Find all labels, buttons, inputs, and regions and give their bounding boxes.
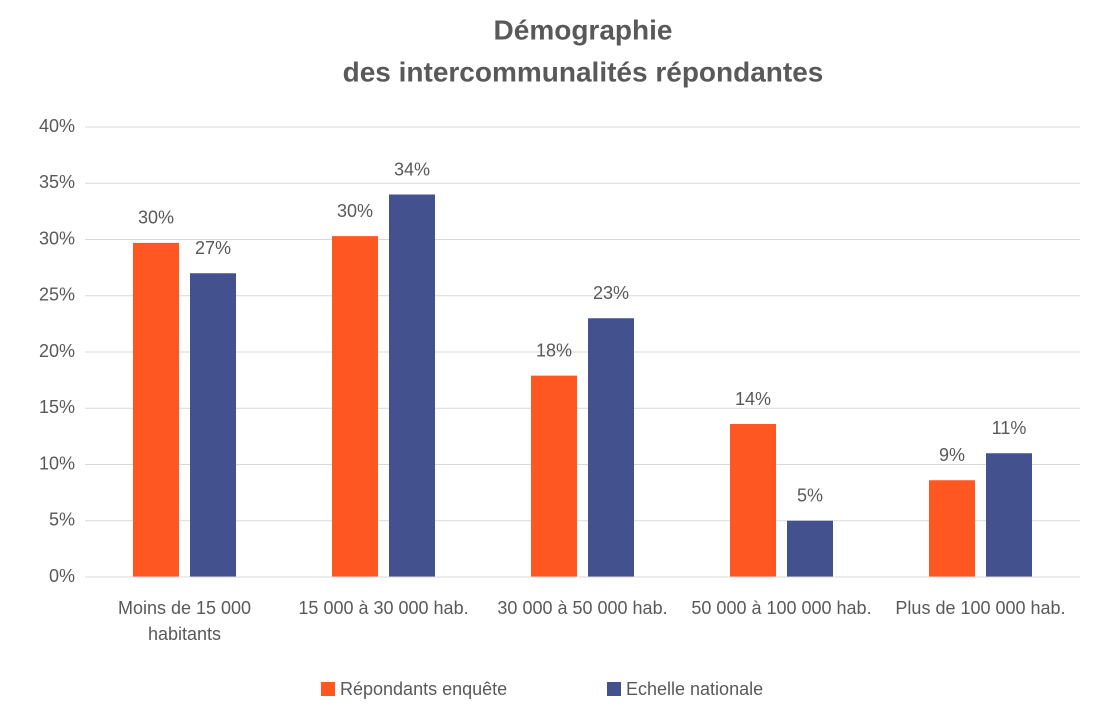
data-label: 18% [536, 340, 572, 360]
y-tick-label: 25% [39, 285, 75, 305]
legend-label: Répondants enquête [340, 679, 507, 699]
bar [133, 242, 179, 577]
data-label: 11% [992, 418, 1027, 438]
bar [531, 375, 577, 577]
bar [588, 318, 634, 577]
data-label: 27% [195, 238, 231, 258]
x-tick-label: 15 000 à 30 000 hab. [298, 598, 469, 618]
x-tick-label: Moins de 15 000 habitants [117, 598, 252, 644]
data-label: 14% [735, 389, 771, 409]
bar [986, 453, 1032, 577]
y-tick-label: 15% [39, 397, 75, 417]
chart-title: Démographie [494, 14, 673, 45]
y-tick-label: 40% [39, 116, 75, 136]
legend-swatch [321, 682, 335, 696]
bar [332, 236, 378, 577]
y-tick-label: 30% [39, 228, 75, 248]
y-tick-label: 0% [49, 566, 75, 586]
bar [190, 273, 236, 577]
bar [787, 520, 833, 577]
y-tick-label: 20% [39, 341, 75, 361]
x-tick-label: 50 000 à 100 000 hab. [691, 598, 872, 618]
data-label: 23% [593, 283, 629, 303]
y-tick-label: 10% [39, 453, 75, 473]
legend-swatch [607, 682, 621, 696]
bar [389, 194, 435, 577]
data-label: 30% [337, 201, 373, 221]
data-label: 30% [138, 208, 174, 228]
x-tick-label: 30 000 à 50 000 hab. [497, 598, 668, 618]
data-label: 9% [939, 445, 965, 465]
bar [730, 424, 776, 577]
x-tick-label: Plus de 100 000 hab. [895, 598, 1066, 618]
chart-title: des intercommunalités répondantes [343, 56, 824, 87]
data-label: 5% [797, 486, 823, 506]
legend-label: Echelle nationale [626, 679, 763, 699]
y-tick-label: 5% [49, 510, 75, 530]
y-tick-label: 35% [39, 172, 75, 192]
bar [929, 480, 975, 577]
data-label: 34% [394, 159, 430, 179]
